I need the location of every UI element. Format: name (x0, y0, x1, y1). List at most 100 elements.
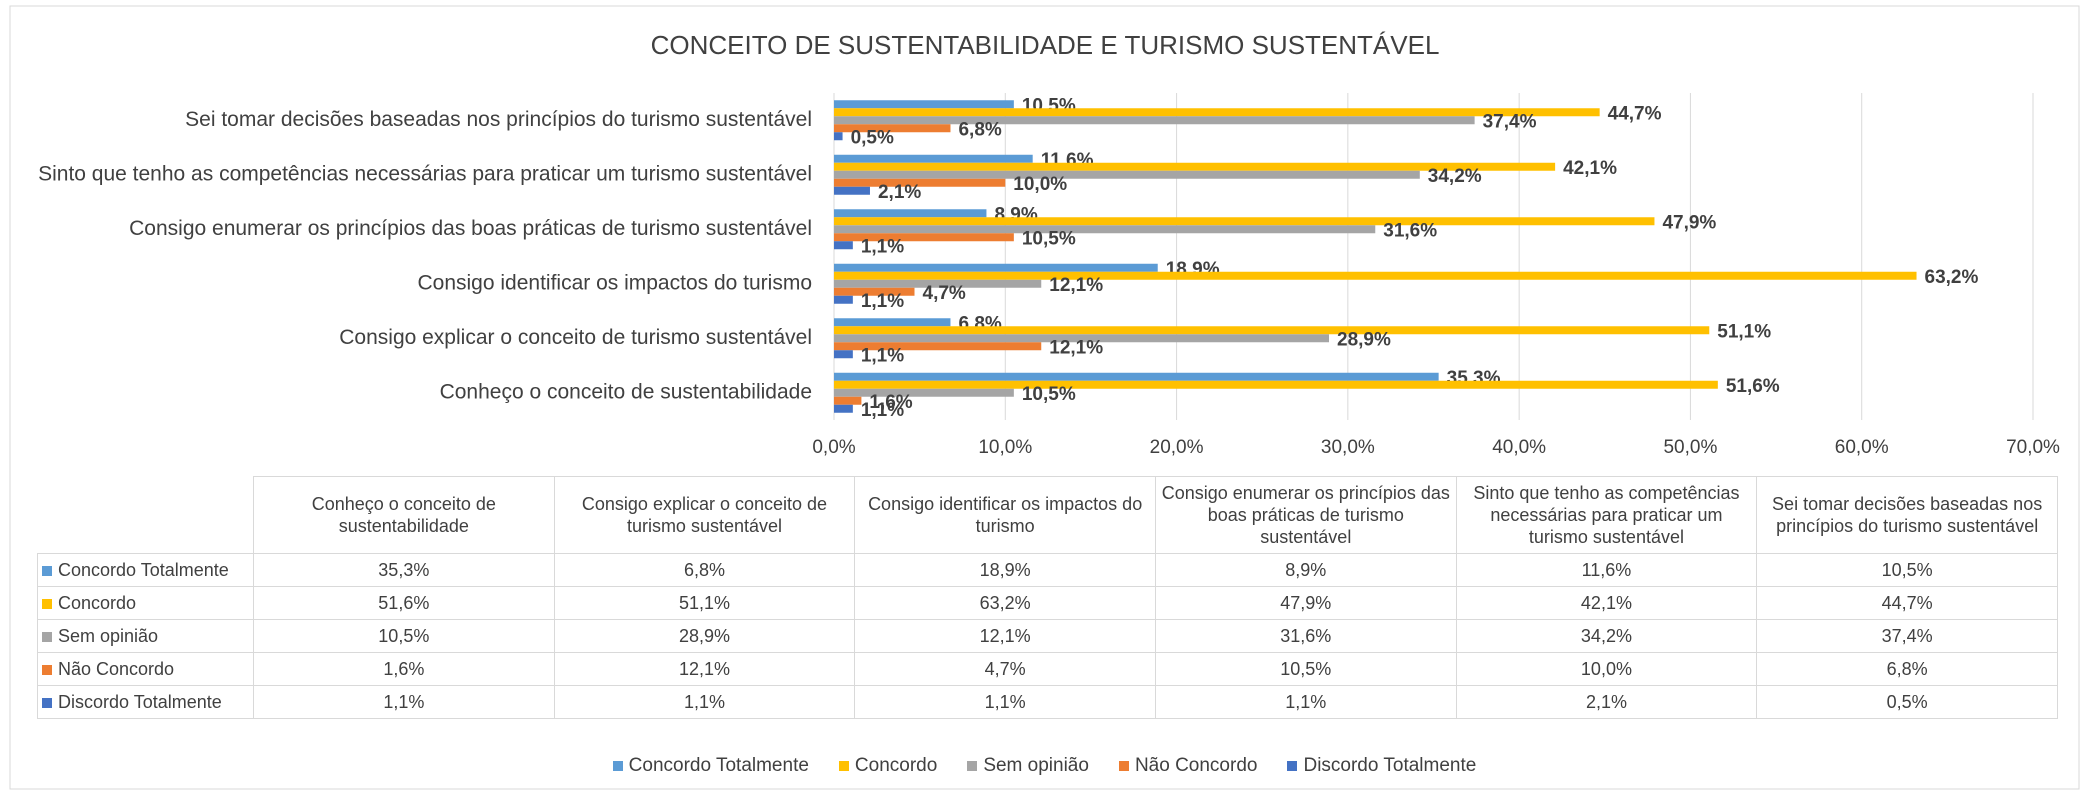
legend-swatch (42, 631, 52, 642)
table-cell: 11,6% (1455, 553, 1758, 587)
table-cell: 6,8% (1756, 652, 2058, 686)
table-row: Discordo Totalmente 1,1% 1,1% 1,1% 1,1% 2,1% 0… (37, 685, 2058, 719)
data-label: 10,5% (1022, 228, 1076, 249)
bar (834, 318, 951, 327)
bar (834, 241, 853, 250)
table-cell: 12,1% (854, 619, 1156, 653)
legend-swatch (42, 598, 52, 609)
bar (834, 263, 1158, 272)
legend-label: Concordo (854, 755, 938, 776)
legend-swatch (838, 761, 849, 771)
table-cell: 6,8% (553, 553, 856, 587)
row-label-text: Sem opinião (58, 625, 159, 646)
x-tick-label: 50,0% (1663, 437, 1717, 458)
legend-swatch (42, 565, 52, 576)
table-cell: 10,5% (1154, 652, 1457, 686)
x-tick-label: 70,0% (2006, 437, 2060, 458)
bar (834, 132, 843, 141)
bar (834, 287, 915, 296)
table-header-row: Conheço o conceito de sustentabilidade Co… (37, 476, 2058, 554)
data-label: 1,1% (861, 400, 904, 421)
chart-frame (9, 5, 2080, 790)
row-label-text: Não Concordo (58, 658, 175, 679)
table-corner (37, 476, 254, 554)
row-label-text: Concordo (58, 592, 137, 613)
table-row: Concordo 51,6% 51,1% 63,2% 47,9% 42,1% 44,7% (37, 586, 2058, 620)
bar (834, 396, 862, 405)
table-cell: 63,2% (854, 586, 1156, 620)
data-label: 44,7% (1608, 103, 1662, 124)
data-label: 51,1% (1717, 321, 1771, 342)
bar (834, 116, 1475, 125)
data-label: 42,1% (1563, 158, 1617, 179)
bar (834, 217, 1655, 226)
table-cell: 51,1% (553, 586, 856, 620)
table-row-label: Não Concordo (37, 652, 254, 686)
legend-label: Concordo Totalmente (628, 755, 809, 776)
data-label: 0,5% (851, 127, 894, 148)
legend-label: Discordo Totalmente (1303, 755, 1477, 776)
data-label: 1,6% (869, 392, 912, 413)
data-label: 1,1% (861, 345, 904, 366)
table-row-label: Sem opinião (37, 619, 254, 653)
data-table: Conheço o conceito de sustentabilidade Co… (37, 476, 2058, 719)
data-label: 51,6% (1726, 376, 1780, 397)
table-cell: 10,0% (1455, 652, 1758, 686)
data-label: 12,1% (1049, 337, 1103, 358)
bar (834, 372, 1439, 381)
bar (834, 178, 1006, 187)
bar (834, 342, 1042, 351)
data-label: 28,9% (1337, 329, 1391, 350)
bar (834, 170, 1420, 179)
table-cell: 37,4% (1756, 619, 2058, 653)
table-header: Consigo explicar o conceito de turismo s… (553, 476, 856, 554)
legend-item: Concordo Totalmente (612, 755, 809, 777)
bar (834, 225, 1376, 234)
table-cell: 1,1% (253, 685, 555, 719)
bar (834, 186, 870, 195)
bar (834, 108, 1600, 117)
table-header: Conheço o conceito de sustentabilidade (253, 476, 555, 554)
bar (834, 295, 853, 304)
data-label: 47,9% (1662, 212, 1716, 233)
y-tick-label: Consigo explicar o conceito de turismo s… (339, 326, 812, 349)
legend-label: Não Concordo (1134, 755, 1258, 776)
data-label: 6,8% (958, 119, 1001, 140)
data-label: 31,6% (1383, 220, 1437, 241)
table-cell: 34,2% (1455, 619, 1758, 653)
x-tick-label: 40,0% (1492, 437, 1546, 458)
y-tick-label: Sei tomar decisões baseadas nos princípi… (185, 108, 812, 131)
legend: Concordo Totalmente Concordo Sem opinião Nã… (0, 755, 2089, 777)
bar (834, 162, 1556, 171)
bar (834, 404, 853, 413)
legend-label: Sem opinião (983, 755, 1089, 776)
x-tick-label: 30,0% (1321, 437, 1375, 458)
table-cell: 0,5% (1756, 685, 2058, 719)
bar (834, 271, 1917, 280)
table-cell: 1,1% (854, 685, 1156, 719)
bar (834, 154, 1033, 163)
bar (834, 233, 1014, 242)
data-label: 10,0% (1013, 174, 1067, 195)
table-cell: 47,9% (1154, 586, 1457, 620)
table-cell: 1,6% (253, 652, 555, 686)
bar (834, 124, 951, 133)
legend-swatch (612, 761, 623, 771)
table-cell: 10,5% (253, 619, 555, 653)
bar (834, 380, 1718, 389)
table-cell: 8,9% (1154, 553, 1457, 587)
table-cell: 12,1% (553, 652, 856, 686)
table-cell: 18,9% (854, 553, 1156, 587)
table-header: Consigo identificar os impactos do turis… (854, 476, 1156, 554)
table-row: Sem opinião 10,5% 28,9% 12,1% 31,6% 34,2% 37,4… (37, 619, 2058, 653)
table-cell: 1,1% (553, 685, 856, 719)
row-label-text: Concordo Totalmente (58, 559, 229, 580)
legend-item: Não Concordo (1118, 755, 1258, 777)
bar (834, 209, 987, 218)
chart-title: CONCEITO DE SUSTENTABILIDADE E TURISMO S… (651, 30, 1440, 60)
y-tick-label: Conheço o conceito de sustentabilidade (440, 380, 812, 403)
bar (834, 388, 1014, 397)
x-tick-label: 10,0% (978, 437, 1032, 458)
bar (834, 100, 1014, 109)
